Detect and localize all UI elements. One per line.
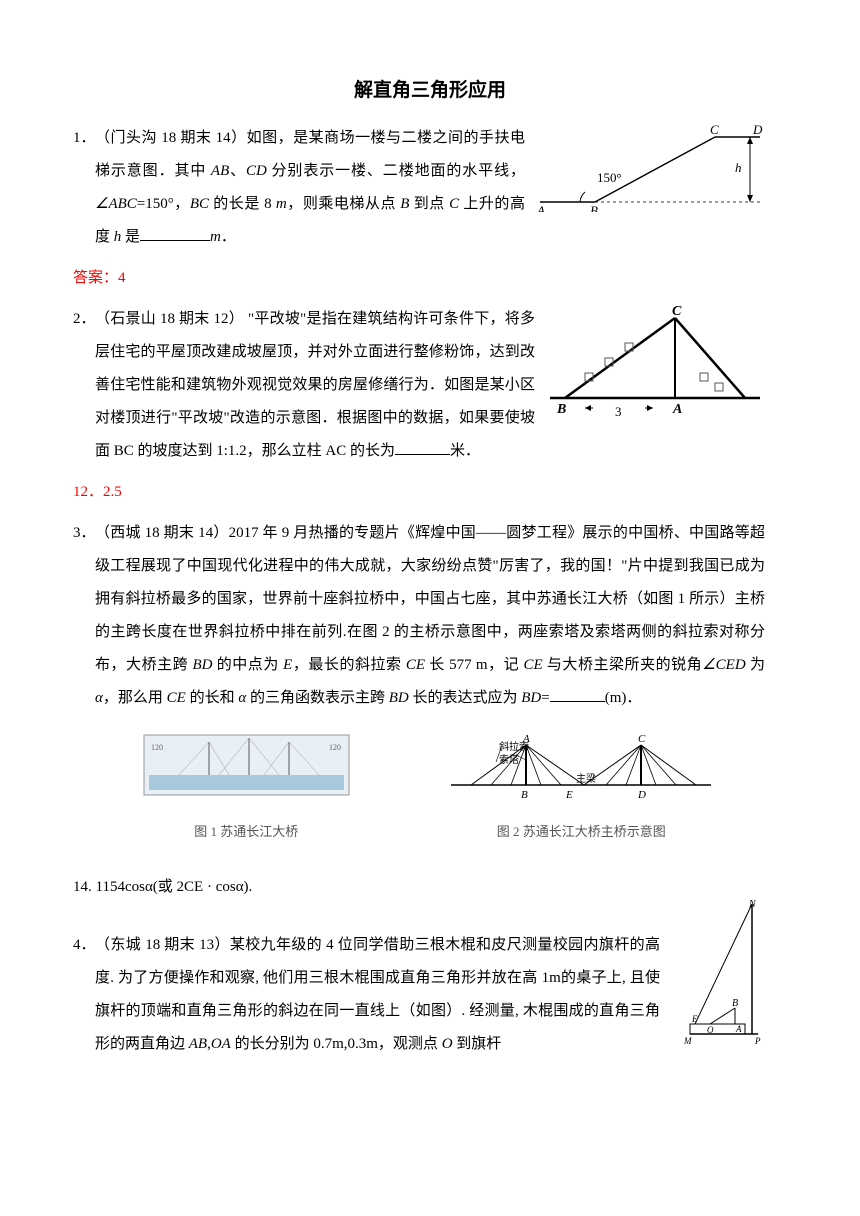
q4-number: 4． xyxy=(73,929,96,962)
svg-text:A: A xyxy=(522,733,530,745)
q1-t3: 分别表示一楼、二楼地面的水平线， xyxy=(267,163,525,179)
q2-blank xyxy=(395,440,450,455)
q3-ced: ∠CED xyxy=(702,657,745,673)
answer-2: 12．2.5 xyxy=(73,476,765,509)
q4-oa: OA xyxy=(211,1036,231,1052)
q1-number: 1． xyxy=(73,122,96,155)
q3-figure-2: 斜拉索 索塔 主梁 A B C D E 图 2 苏通长江大桥主桥示意图 xyxy=(441,730,721,847)
svg-text:B: B xyxy=(732,998,738,1009)
q1-abc: ∠ABC xyxy=(95,196,137,212)
q3-t8: 的长和 xyxy=(186,690,239,706)
q3-bd2: BD xyxy=(389,690,409,706)
svg-text:主梁: 主梁 xyxy=(576,772,596,785)
q3-t5: 与大桥主梁所夹的锐角 xyxy=(543,657,703,673)
q4-t2: 的长分别为 0.7m,0.3m，观测点 xyxy=(231,1036,442,1052)
q3-ce3: CE xyxy=(167,690,186,706)
q1-source: （门头沟 18 期末 14） xyxy=(95,130,247,146)
q3-t1: 2017 年 9 月热播的专题片《辉煌中国——圆梦工程》展示的中国桥、中国路等超… xyxy=(95,525,765,673)
svg-text:3: 3 xyxy=(615,404,622,419)
q1-diagram: 150° A B C D h xyxy=(535,122,765,225)
q3-t10: 长的表达式应为 xyxy=(409,690,522,706)
q4-ab: AB xyxy=(189,1036,207,1052)
q3-t3: ，最长的斜拉索 xyxy=(292,657,406,673)
svg-text:120: 120 xyxy=(151,743,163,752)
q1-ab: AB xyxy=(211,163,229,179)
q1-cd: CD xyxy=(246,163,267,179)
q3-t11: = xyxy=(541,690,549,706)
q1-blank xyxy=(140,226,210,241)
svg-text:索塔: 索塔 xyxy=(499,753,519,766)
svg-text:B: B xyxy=(590,203,598,212)
svg-text:120: 120 xyxy=(329,743,341,752)
q1-t9: 是 xyxy=(121,229,140,245)
q2-t1: "平改坡"是指在建筑结构许可条件下，将多层住宅的平屋顶改建成坡屋顶，并对外立面进… xyxy=(95,311,535,459)
q3-ce: CE xyxy=(406,657,425,673)
q3-t12: (m)． xyxy=(605,690,642,706)
q3-blank xyxy=(550,687,605,702)
q1-t4: =150°， xyxy=(137,196,190,212)
q2-t2: 米． xyxy=(450,443,480,459)
svg-text:N: N xyxy=(748,899,757,910)
svg-text:C: C xyxy=(710,122,719,137)
q1-t5: 的长是 8 xyxy=(209,196,276,212)
q3-t4: 长 577 m，记 xyxy=(425,657,523,673)
q3-t9: 的三角函数表示主跨 xyxy=(246,690,389,706)
q3-e: E xyxy=(283,657,292,673)
q2-number: 2． xyxy=(73,303,96,336)
svg-text:D: D xyxy=(752,122,763,137)
q3-t6: 为 xyxy=(746,657,765,673)
q3-alpha: α xyxy=(95,690,103,706)
svg-text:B: B xyxy=(521,789,528,801)
answer-1: 答案：4 xyxy=(73,262,765,295)
q3-caption-1: 图 1 苏通长江大桥 xyxy=(139,818,354,847)
q2-diagram: B A C 3 xyxy=(545,303,765,436)
svg-text:A: A xyxy=(672,402,682,417)
q1-bc: BC xyxy=(190,196,209,212)
q1-t2: 、 xyxy=(229,163,246,179)
question-1: 1． 150° A B C D h （门头沟 18 期末 14）如图，是某商场一… xyxy=(95,122,765,254)
q4-o: O xyxy=(442,1036,453,1052)
q2-source: （石景山 18 期末 12） xyxy=(95,311,244,327)
svg-text:E: E xyxy=(565,789,573,801)
svg-text:B: B xyxy=(556,402,566,417)
q3-caption-2: 图 2 苏通长江大桥主桥示意图 xyxy=(441,818,721,847)
svg-text:D: D xyxy=(637,789,646,801)
svg-text:A: A xyxy=(735,1024,742,1034)
question-4: 4． N B A M P E O （东城 18 期末 13）某校九年级的 4 位… xyxy=(95,929,765,1061)
answer-3: 14. 1154cosα(或 2CE · cosα). xyxy=(73,871,765,904)
q3-number: 3． xyxy=(73,517,96,550)
svg-text:h: h xyxy=(735,160,742,175)
question-3: 3． （西城 18 期末 14）2017 年 9 月热播的专题片《辉煌中国——圆… xyxy=(95,517,765,715)
q1-t10: ． xyxy=(221,229,236,245)
q4-source: （东城 18 期末 13） xyxy=(95,937,230,953)
q1-c: C xyxy=(449,196,459,212)
svg-text:E: E xyxy=(691,1014,698,1024)
q3-content: （西城 18 期末 14）2017 年 9 月热播的专题片《辉煌中国——圆梦工程… xyxy=(95,517,765,715)
q3-source: （西城 18 期末 14） xyxy=(95,525,229,541)
q3-t2: 的中点为 xyxy=(212,657,283,673)
q3-t7: ，那么用 xyxy=(103,690,167,706)
q4-content: （东城 18 期末 13）某校九年级的 4 位同学借助三根木棍和皮尺测量校园内旗… xyxy=(95,929,765,1061)
q4-diagram: N B A M P E O xyxy=(670,899,765,1067)
q3-ce2: CE xyxy=(523,657,542,673)
svg-text:P: P xyxy=(754,1036,761,1046)
svg-text:M: M xyxy=(683,1036,692,1046)
svg-text:150°: 150° xyxy=(597,170,622,185)
q1-t7: 到点 xyxy=(409,196,449,212)
q4-t3: 到旗杆 xyxy=(453,1036,502,1052)
q3-figure-1: 120 120 图 1 苏通长江大桥 xyxy=(139,730,354,847)
q3-bd3: BD xyxy=(521,690,541,706)
q3-figures: 120 120 图 1 苏通长江大桥 斜拉索 索塔 主梁 A B xyxy=(95,730,765,847)
q3-bd: BD xyxy=(192,657,212,673)
q1-m: m xyxy=(276,196,287,212)
svg-text:C: C xyxy=(638,733,646,745)
question-2: 2． B A C 3 （石景山 18 期末 12） "平改坡"是指在建筑结构许可… xyxy=(95,303,765,468)
svg-text:A: A xyxy=(536,203,545,212)
q1-m2: m xyxy=(210,229,221,245)
svg-text:C: C xyxy=(672,304,682,319)
svg-text:O: O xyxy=(707,1025,714,1035)
page-title: 解直角三角形应用 xyxy=(95,70,765,112)
q1-t6: ，则乘电梯从点 xyxy=(287,196,401,212)
